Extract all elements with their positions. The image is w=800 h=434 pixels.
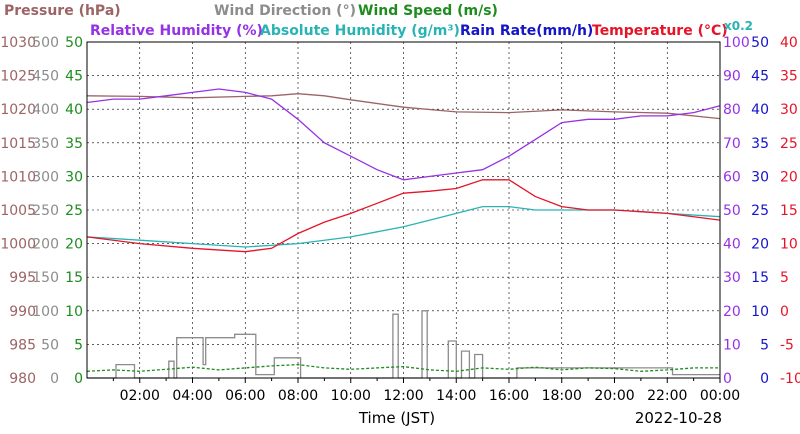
y-tick-label-wind-speed: 5 — [74, 337, 83, 353]
y-tick-label-pressure: 1015 — [0, 136, 36, 152]
y-tick-label-relative-humidity: 10 — [723, 337, 741, 353]
y-tick-label-wind-direction: 50 — [41, 337, 59, 353]
y-tick-label-rain-rate: 35 — [751, 136, 769, 152]
y-tick-label-relative-humidity: 80 — [723, 102, 741, 118]
series-line-relative-humidity — [86, 205, 721, 248]
x-tick-label: 08:00 — [278, 388, 318, 404]
y-tick-label-temperature: 0 — [780, 304, 789, 320]
x-tick-label: 06:00 — [225, 388, 265, 404]
y-tick-label-temperature: -10 — [780, 371, 800, 387]
y-tick-label-pressure: 985 — [9, 337, 36, 353]
y-tick-label-rain-rate: 20 — [751, 237, 769, 253]
x-tick-label: 04:00 — [172, 388, 212, 404]
y-tick-label-wind-direction: 450 — [32, 69, 59, 85]
y-tick-label-temperature: 30 — [780, 102, 798, 118]
y-tick-label-pressure: 1020 — [0, 102, 36, 118]
y-tick-label-temperature: 15 — [780, 203, 798, 219]
y-tick-label-pressure: 1005 — [0, 203, 36, 219]
legend-scale-note: x0.2 — [724, 19, 753, 33]
y-tick-label-rain-rate: 15 — [751, 270, 769, 286]
y-tick-label-pressure: 1030 — [0, 35, 36, 51]
y-tick-label-wind-speed: 10 — [65, 304, 83, 320]
x-tick-label: 00:00 — [700, 388, 740, 404]
y-tick-label-wind-speed: 50 — [65, 35, 83, 51]
y-tick-label-wind-direction: 0 — [50, 371, 59, 387]
legend-pressure: Pressure (hPa) — [4, 3, 121, 19]
grid-lines — [87, 42, 720, 378]
y-tick-label-temperature: 5 — [780, 270, 789, 286]
y-tick-label-rain-rate: 10 — [751, 304, 769, 320]
y-tick-label-wind-direction: 100 — [32, 304, 59, 320]
y-tick-label-pressure: 995 — [9, 270, 36, 286]
y-tick-label-wind-direction: 150 — [32, 270, 59, 286]
plot-frame — [86, 41, 721, 379]
y-tick-label-relative-humidity: 50 — [723, 203, 741, 219]
x-tick-label: 14:00 — [436, 388, 476, 404]
y-tick-label-pressure: 990 — [9, 304, 36, 320]
legend-wind-direction: Wind Direction (°) — [214, 3, 356, 19]
series-line-temperature — [86, 179, 721, 253]
x-axis-label: Time (JST) — [358, 409, 435, 427]
series-lines — [86, 88, 721, 379]
series-line-relative-humidity — [86, 88, 721, 181]
y-tick-label-relative-humidity: 30 — [723, 270, 741, 286]
legend-wind-speed: Wind Speed (m/s) — [358, 3, 498, 19]
x-tick-label: 16:00 — [489, 388, 529, 404]
x-tick-label: 10:00 — [331, 388, 371, 404]
y-tick-label-temperature: 10 — [780, 237, 798, 253]
y-tick-label-rain-rate: 5 — [760, 337, 769, 353]
x-tick-label: 18:00 — [542, 388, 582, 404]
y-tick-label-wind-speed: 35 — [65, 136, 83, 152]
y-tick-label-relative-humidity: 20 — [723, 304, 741, 320]
series-line-pressure — [86, 93, 721, 120]
y-tick-label-pressure: 1010 — [0, 169, 36, 185]
axis-tick-labels: 02:00 04:00 06:00 08:00 10:00 12:00 14:00 16:00… — [0, 35, 800, 404]
y-tick-label-temperature: -5 — [780, 337, 794, 353]
y-tick-label-pressure: 980 — [9, 371, 36, 387]
y-tick-label-wind-direction: 300 — [32, 169, 59, 185]
y-tick-label-temperature: 25 — [780, 136, 798, 152]
y-tick-label-pressure: 1000 — [0, 237, 36, 253]
x-tick-label: 20:00 — [594, 388, 634, 404]
y-tick-label-temperature: 40 — [780, 35, 798, 51]
y-tick-label-relative-humidity: 90 — [723, 69, 741, 85]
y-tick-label-relative-humidity: 100 — [723, 35, 750, 51]
x-tick-label: 02:00 — [120, 388, 160, 404]
y-tick-label-wind-direction: 250 — [32, 203, 59, 219]
y-tick-label-wind-speed: 15 — [65, 270, 83, 286]
y-tick-label-relative-humidity: 0 — [723, 371, 732, 387]
y-tick-label-wind-direction: 500 — [32, 35, 59, 51]
y-tick-label-rain-rate: 30 — [751, 169, 769, 185]
y-tick-label-temperature: 35 — [780, 69, 798, 85]
y-tick-label-pressure: 1025 — [0, 69, 36, 85]
y-tick-label-rain-rate: 0 — [760, 371, 769, 387]
y-tick-label-rain-rate: 45 — [751, 69, 769, 85]
y-tick-label-rain-rate: 50 — [751, 35, 769, 51]
legend-absolute-humidity: Absolute Humidity (g/m³) — [260, 23, 460, 39]
y-tick-label-relative-humidity: 70 — [723, 136, 741, 152]
series-line-wind-speed — [86, 363, 720, 372]
y-tick-label-wind-direction: 400 — [32, 102, 59, 118]
y-tick-label-wind-speed: 25 — [65, 203, 83, 219]
y-tick-label-wind-speed: 30 — [65, 169, 83, 185]
y-tick-label-relative-humidity: 60 — [723, 169, 741, 185]
y-tick-label-rain-rate: 25 — [751, 203, 769, 219]
x-tick-label: 22:00 — [647, 388, 687, 404]
legend-temperature: Temperature (°C) — [592, 23, 728, 39]
y-tick-label-wind-speed: 40 — [65, 102, 83, 118]
y-tick-label-rain-rate: 40 — [751, 102, 769, 118]
legend-rain-rate: Rain Rate(mm/h) — [460, 23, 593, 39]
y-tick-label-wind-direction: 350 — [32, 136, 59, 152]
y-tick-label-wind-speed: 45 — [65, 69, 83, 85]
y-tick-label-temperature: 20 — [780, 169, 798, 185]
legend-relative-humidity: Relative Humidity (%) — [90, 23, 263, 39]
x-tick-label: 12:00 — [383, 388, 423, 404]
y-tick-label-relative-humidity: 40 — [723, 237, 741, 253]
y-tick-label-wind-direction: 200 — [32, 237, 59, 253]
y-tick-label-wind-speed: 20 — [65, 237, 83, 253]
y-tick-label-wind-speed: 0 — [74, 371, 83, 387]
date-label: 2022-10-28 — [635, 409, 722, 427]
